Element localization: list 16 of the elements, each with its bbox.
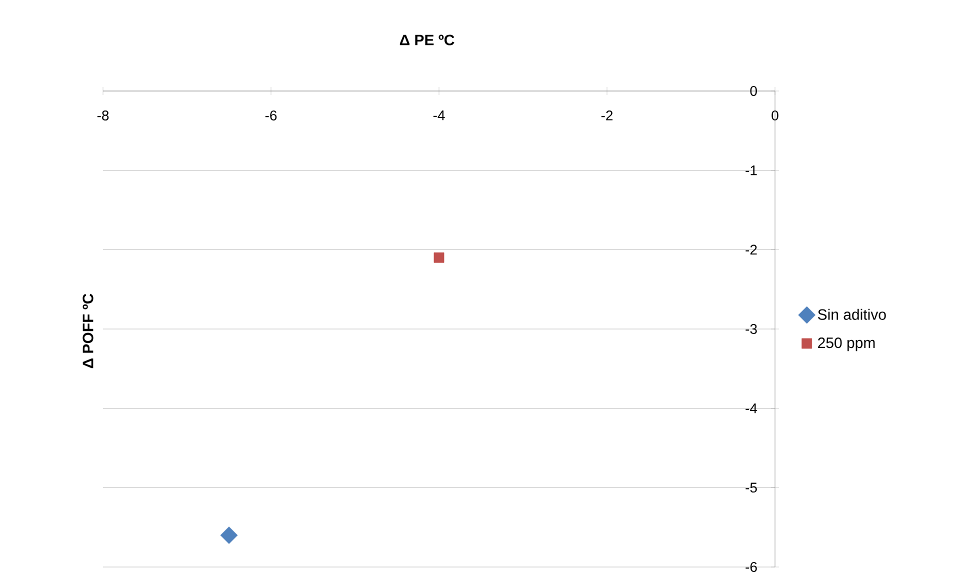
x-tick-label: -6: [265, 110, 277, 120]
x-axis-title: Δ PE ºC: [400, 34, 454, 46]
y-tick-label: 0: [750, 86, 757, 96]
x-tick-label: -4: [433, 110, 445, 120]
x-tick-label: -8: [97, 110, 109, 120]
y-tick-label: -3: [746, 324, 757, 334]
y-tick-label: -5: [746, 482, 757, 493]
y-axis-title: Δ POFF ºC: [82, 294, 94, 368]
legend-label: Sin aditivo: [818, 308, 886, 320]
y-tick-label: -4: [746, 404, 758, 414]
legend-label: 250 ppm: [818, 338, 875, 352]
x-tick-label: 0: [772, 110, 778, 120]
y-tick-label: -2: [746, 244, 757, 255]
y-tick-label: -6: [746, 562, 757, 572]
x-tick-label: -2: [601, 110, 613, 120]
y-tick-label: -1: [746, 166, 757, 176]
